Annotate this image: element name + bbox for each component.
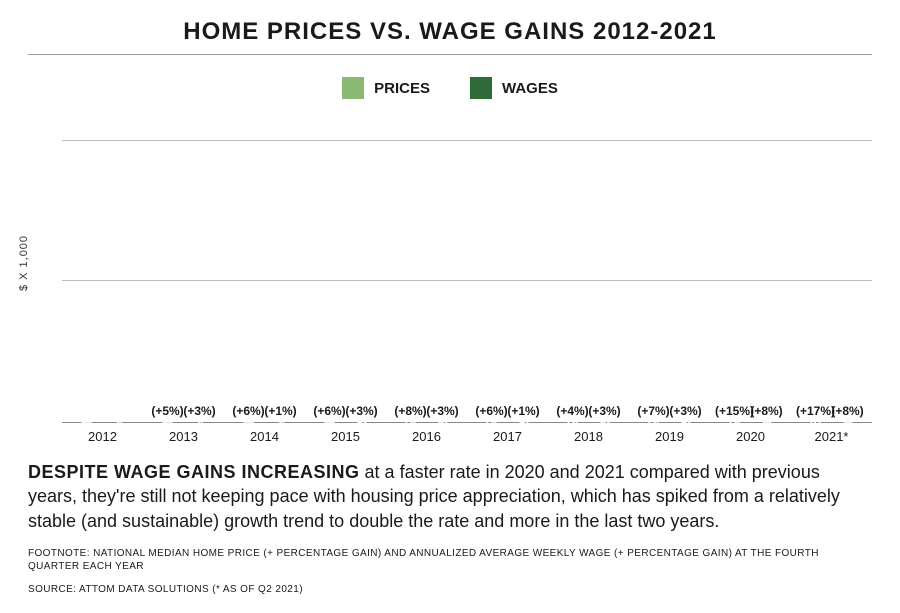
- divider: [28, 54, 872, 55]
- bar-pct: (+3%): [588, 404, 620, 418]
- swatch-prices: [342, 77, 364, 99]
- x-tick: 2018: [548, 423, 629, 444]
- gridline: [62, 140, 872, 141]
- bar-pct: (+15%): [715, 404, 754, 418]
- bar-pct: (+1%): [507, 404, 539, 418]
- y-axis-label: $ X 1,000: [18, 235, 30, 291]
- legend-label-prices: PRICES: [374, 80, 430, 97]
- legend-label-wages: WAGES: [502, 80, 558, 97]
- x-tick: 2012: [62, 423, 143, 444]
- bar-pct: (+3%): [345, 404, 377, 418]
- bar-pct: (+8%): [750, 404, 782, 418]
- bar-pct: (+17%): [796, 404, 835, 418]
- x-axis: 2012201320142015201620172018201920202021…: [62, 423, 872, 444]
- chart-title: HOME PRICES VS. WAGE GAINS 2012-2021: [28, 18, 872, 46]
- legend-item-wages: WAGES: [470, 77, 558, 99]
- x-tick: 2020: [710, 423, 791, 444]
- x-tick: 2017: [467, 423, 548, 444]
- x-tick: 2019: [629, 423, 710, 444]
- x-tick: 2021*: [791, 423, 872, 444]
- bar-pct: (+3%): [426, 404, 458, 418]
- bar-pct: (+8%): [831, 404, 863, 418]
- gridline: [62, 280, 872, 281]
- bar-pct: (+3%): [669, 404, 701, 418]
- bar-pct: (+6%): [475, 404, 507, 418]
- bar-pct: (+4%): [556, 404, 588, 418]
- bar-pct: (+3%): [183, 404, 215, 418]
- bar-pct: (+1%): [264, 404, 296, 418]
- caption-lead: DESPITE WAGE GAINS INCREASING: [28, 462, 360, 482]
- bar-value: 157.5: [78, 389, 95, 427]
- legend-item-prices: PRICES: [342, 77, 430, 99]
- y-axis: $ X 1,000: [28, 103, 62, 423]
- x-tick: 2013: [143, 423, 224, 444]
- bar-pct: (+8%): [394, 404, 426, 418]
- source: SOURCE: ATTOM DATA SOLUTIONS (* AS OF Q2…: [28, 584, 872, 595]
- plot-area: 157.549.72165.0(+5%)49.82(+3%)175.0(+6%)…: [62, 103, 872, 423]
- bar-pct: (+6%): [313, 404, 345, 418]
- bar-value: 49.72: [111, 392, 126, 425]
- legend: PRICES WAGES: [28, 77, 872, 99]
- bar-pct: (+5%): [151, 404, 183, 418]
- x-tick: 2015: [305, 423, 386, 444]
- x-tick: 2014: [224, 423, 305, 444]
- swatch-wages: [470, 77, 492, 99]
- bar-pct: (+6%): [232, 404, 264, 418]
- x-tick: 2016: [386, 423, 467, 444]
- bar-pct: (+7%): [637, 404, 669, 418]
- caption: DESPITE WAGE GAINS INCREASING at a faste…: [28, 460, 872, 533]
- chart: $ X 1,000 157.549.72165.0(+5%)49.82(+3%)…: [28, 103, 872, 423]
- footnote: FOOTNOTE: NATIONAL MEDIAN HOME PRICE (+ …: [28, 547, 872, 574]
